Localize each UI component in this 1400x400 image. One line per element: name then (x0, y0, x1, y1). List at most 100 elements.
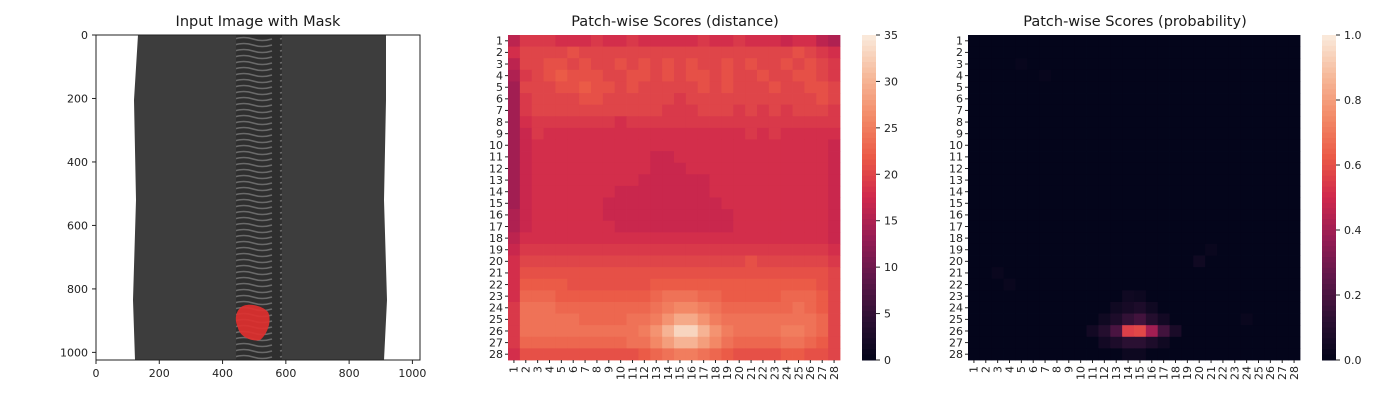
heatmap-cell (709, 81, 722, 94)
heatmap-cell (1110, 301, 1123, 314)
heatmap-cell (816, 81, 829, 94)
heatmap-cell (685, 69, 699, 82)
heatmap-cell (602, 35, 616, 48)
heatmap-cell (1145, 255, 1159, 268)
heatmap-cell (745, 255, 758, 268)
heatmap-cell (519, 336, 533, 349)
heatmap-cell (519, 162, 533, 175)
colorbar-segment (1322, 300, 1336, 307)
heatmap-cell (531, 162, 544, 175)
heatmap-cell (1062, 93, 1076, 106)
heatmap-cell (1264, 290, 1277, 303)
heatmap-cell (1098, 301, 1111, 314)
heatmap-cell (1039, 151, 1052, 164)
heatmap-cell (602, 116, 616, 129)
heatmap-cell (519, 243, 533, 256)
heatmap-cell (745, 278, 758, 291)
heatmap-cell (579, 58, 592, 71)
heatmap-cell (780, 232, 793, 245)
heatmap-cell (1122, 301, 1135, 314)
heatmap-cell (1134, 220, 1147, 233)
heatmap-cell (1051, 69, 1064, 82)
heatmap-cell (792, 151, 805, 164)
heatmap-cell (1181, 255, 1194, 268)
col-tick-label: 8 (1051, 366, 1064, 373)
heatmap-cell (531, 301, 544, 314)
heatmap-cell (1288, 243, 1301, 256)
heatmap-cell (968, 336, 981, 349)
heatmap-cell (662, 185, 675, 198)
colorbar-segment (862, 262, 876, 269)
heatmap-cell (508, 197, 521, 210)
heatmap-cell (1252, 255, 1265, 268)
heatmap-cell (1252, 162, 1265, 175)
heatmap-cell (1027, 336, 1040, 349)
heatmap-cell (1181, 290, 1194, 303)
heatmap-cell (579, 301, 592, 314)
heatmap-cell (1252, 243, 1265, 256)
heatmap-cell (1217, 301, 1230, 314)
heatmap-cell (1264, 267, 1277, 280)
heatmap-cell (1110, 104, 1123, 117)
heatmap-cell (1205, 93, 1218, 106)
heatmap-cell (638, 301, 651, 314)
colorbar-segment (862, 110, 876, 117)
heatmap-cell (555, 139, 568, 152)
row-tick-label: 27 (949, 336, 963, 349)
heatmap-cell (662, 58, 675, 71)
heatmap-cell (602, 232, 616, 245)
heatmap-cell (792, 69, 805, 82)
heatmap-cell (1276, 151, 1289, 164)
heatmap-cell (508, 336, 521, 349)
distance-heatmap-cells (508, 35, 841, 361)
heatmap-cell (968, 46, 981, 59)
heatmap-cell (1051, 325, 1064, 338)
heatmap-cell (662, 278, 675, 291)
heatmap-cell (1098, 46, 1111, 59)
col-tick-label: 16 (686, 366, 699, 380)
heatmap-cell (591, 243, 604, 256)
heatmap-cell (816, 116, 829, 129)
heatmap-cell (721, 116, 734, 129)
row-tick-label: 23 (949, 290, 963, 303)
heatmap-cell (1134, 104, 1147, 117)
heatmap-cell (1240, 255, 1253, 268)
heatmap-cell (697, 185, 710, 198)
heatmap-cell (602, 197, 616, 210)
heatmap-cell (1169, 139, 1182, 152)
heatmap-cell (614, 290, 627, 303)
heatmap-cell (626, 104, 639, 117)
heatmap-cell (709, 69, 722, 82)
heatmap-cell (567, 174, 580, 187)
heatmap-cell (579, 127, 592, 140)
heatmap-cell (1288, 35, 1301, 48)
heatmap-cell (602, 162, 616, 175)
heatmap-cell (1228, 104, 1242, 117)
heatmap-cell (991, 127, 1004, 140)
heatmap-cell (757, 93, 770, 106)
heatmap-cell (626, 127, 639, 140)
heatmap-cell (650, 209, 663, 222)
heatmap-cell (733, 243, 746, 256)
heatmap-cell (1122, 255, 1135, 268)
heatmap-cell (1169, 69, 1182, 82)
heatmap-cell (1098, 127, 1111, 140)
heatmap-cell (733, 139, 746, 152)
colorbar-segment (862, 332, 876, 339)
heatmap-cell (674, 232, 687, 245)
heatmap-cell (709, 127, 722, 140)
heatmap-cell (508, 69, 521, 82)
heatmap-cell (733, 301, 746, 314)
heatmap-cell (757, 162, 770, 175)
colorbar-segment (1322, 143, 1336, 150)
heatmap-cell (662, 325, 675, 338)
heatmap-cell (614, 336, 627, 349)
heatmap-cell (792, 46, 805, 59)
row-tick-label: 26 (489, 325, 503, 338)
heatmap-cell (697, 174, 710, 187)
colorbar-segment (1322, 295, 1336, 301)
heatmap-cell (531, 348, 544, 361)
heatmap-cell (1074, 81, 1087, 94)
heatmap-cell (792, 81, 805, 94)
heatmap-cell (567, 243, 580, 256)
